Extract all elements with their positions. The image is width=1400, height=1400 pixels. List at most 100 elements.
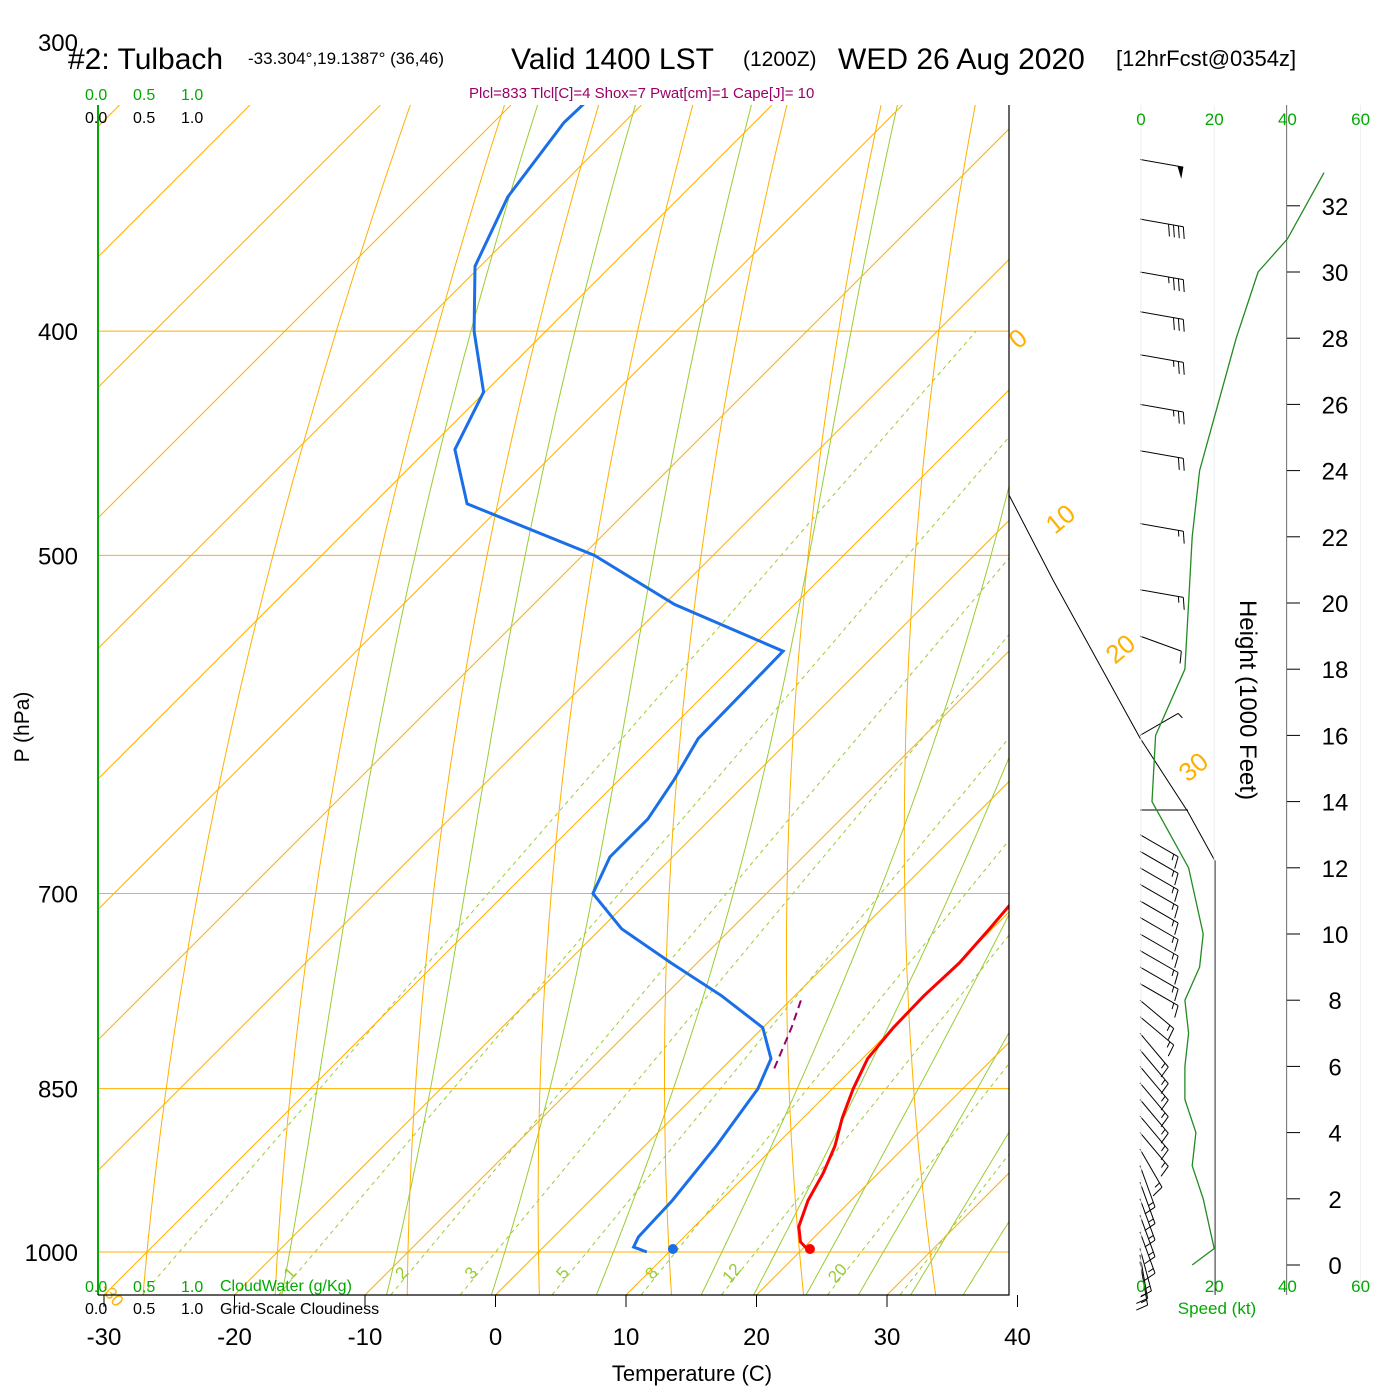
isotherm-line	[234, 519, 1009, 1295]
dry-adiabat-line	[1129, 105, 1200, 1295]
height-axis-title: Height (1000 Feet)	[1234, 600, 1261, 800]
mixing-ratio-line	[551, 737, 1009, 1295]
isotherm-line	[98, 105, 773, 780]
wind-barb-half-feather	[1147, 1235, 1154, 1240]
wind-barb-staff	[1139, 1016, 1175, 1046]
wind-barb-staff	[1139, 1148, 1163, 1188]
wind-barb-feather	[1136, 1297, 1148, 1304]
wind-barb-feather	[1182, 319, 1185, 332]
dry-adiabat-line	[903, 105, 976, 1295]
wind-barb-half-feather	[1171, 887, 1175, 894]
wind-barb	[1139, 1049, 1169, 1094]
speed-tick-label-top: 20	[1205, 110, 1224, 129]
wind-barb-staff	[1139, 712, 1179, 736]
chart-title-utc: (1200Z)	[743, 48, 817, 71]
wind-barb-half-feather	[1161, 1112, 1166, 1119]
wind-barb-staff	[1139, 1066, 1169, 1101]
wind-barb-feather	[1160, 1099, 1169, 1111]
wind-barb-feather	[1182, 412, 1185, 425]
wind-barb	[1139, 1099, 1169, 1144]
wind-barb-half-feather	[1144, 1285, 1151, 1290]
cloud-axis-top-green: 0.0 0.5 1.0	[85, 87, 203, 104]
wind-barb-half-feather	[1171, 920, 1175, 927]
wind-barb-half-feather	[1147, 1201, 1154, 1207]
wind-barb-feather	[1182, 362, 1185, 375]
isotherm-line	[98, 105, 903, 911]
isotherm-line	[98, 105, 251, 258]
cloud-axis-bottom-green: 0.0 0.5 1.0 CloudWater (g/Kg)	[85, 1278, 352, 1296]
wind-barb-feather	[1174, 906, 1179, 919]
wind-barb-staff	[1139, 1182, 1156, 1224]
wind-barb-half-feather	[1171, 936, 1175, 944]
wind-barb-half-feather	[1177, 713, 1183, 719]
wind-barb	[1139, 218, 1185, 240]
wind-barb	[1139, 1082, 1169, 1127]
wind-barb-feather	[1167, 1028, 1175, 1040]
wind-barb-feather	[1182, 226, 1185, 240]
wind-barbs	[1136, 158, 1185, 1311]
pressure-tick-label: 850	[38, 1077, 78, 1104]
temperature-tick-label: 20	[743, 1324, 770, 1351]
wind-barb	[1139, 1165, 1156, 1215]
wind-barb-half-feather	[1166, 1041, 1171, 1048]
wind-barb-half-feather	[1171, 854, 1175, 861]
moist-adiabat-line	[385, 105, 636, 1295]
chart-title-forecast: [12hrFcst@0354z]	[1116, 46, 1296, 71]
wind-barb-staff	[1139, 1115, 1169, 1151]
speed-tick-label-top: 60	[1351, 110, 1370, 129]
mixing-ratio-line	[277, 436, 1009, 1295]
temperature-axis: -30 -20 -10 0 10 20 30 40	[87, 1295, 1031, 1351]
wind-barb-half-feather	[1147, 1251, 1154, 1256]
wind-barb-feather	[1160, 1149, 1169, 1161]
mixing-ratio-line	[459, 633, 1009, 1295]
pressure-axis: 2503004005007008501000	[25, 30, 78, 1267]
temperature-tick-label: 0	[489, 1324, 502, 1351]
dry-adiabat-line	[406, 105, 600, 1295]
surface-dewpoint-marker	[667, 1244, 678, 1254]
wind-barb-staff	[1139, 1032, 1169, 1068]
moist-adiabat-line	[805, 913, 1009, 1295]
pressure-tick-label: 1000	[25, 1240, 78, 1267]
wind-barb-feather	[1160, 1166, 1169, 1177]
cloud-bottom-black-tick: 0.5	[133, 1301, 155, 1318]
pressure-tick-label: 400	[38, 319, 78, 346]
cloud-top-black-tick: 0.5	[133, 110, 155, 127]
wind-barb	[1139, 1198, 1156, 1248]
wind-barb	[1139, 1231, 1156, 1281]
temperature-line	[797, 903, 1009, 1254]
wind-barb-feather	[1140, 1290, 1152, 1298]
wind-barb-staff	[1139, 158, 1184, 168]
wind-barb-feather	[1160, 1066, 1169, 1078]
wind-barb-feather	[1144, 1206, 1156, 1215]
wind-barb-feather	[1177, 361, 1180, 374]
height-tick-label: 18	[1322, 657, 1349, 684]
wind-barb-feather	[1174, 873, 1179, 886]
wind-barb	[1139, 1132, 1169, 1177]
mixing-ratio-label: 2	[392, 1263, 412, 1283]
wind-barb	[1139, 635, 1182, 664]
cloud-axis-bottom-black: 0.0 0.5 1.0 Grid-Scale Cloudiness	[85, 1301, 379, 1318]
wind-barb	[1139, 311, 1185, 332]
wind-barb-feather	[1152, 1186, 1163, 1197]
wind-barb-staff	[1139, 450, 1184, 459]
speed-tick-label-bottom: 40	[1278, 1277, 1297, 1296]
wind-barb-half-feather	[1161, 1062, 1166, 1069]
speed-tick-label-bottom: 20	[1205, 1277, 1224, 1296]
dry-adiabat-line	[274, 105, 505, 1295]
wind-barb-feather	[1172, 277, 1175, 291]
mixing-ratio-label: 20	[824, 1260, 851, 1287]
wind-barb-half-feather	[1154, 1182, 1160, 1188]
wind-barb-feather	[1177, 318, 1180, 331]
pressure-axis-title: P (hPa)	[11, 692, 34, 763]
wind-barb-feather	[1144, 1239, 1156, 1248]
temperature-axis-title: Temperature (C)	[612, 1361, 772, 1386]
wind-barb	[1139, 883, 1179, 919]
dry-adiabat-line	[1018, 105, 1069, 1295]
isotherm-line	[625, 911, 1009, 1295]
mixing-ratio-line	[899, 1153, 1009, 1295]
wind-barb	[1139, 158, 1184, 179]
temperature-tick-label: 30	[874, 1324, 901, 1351]
wind-speed-line	[1151, 172, 1325, 1266]
isotherm-line	[98, 128, 1009, 1041]
wind-barb-feather	[1179, 651, 1182, 664]
